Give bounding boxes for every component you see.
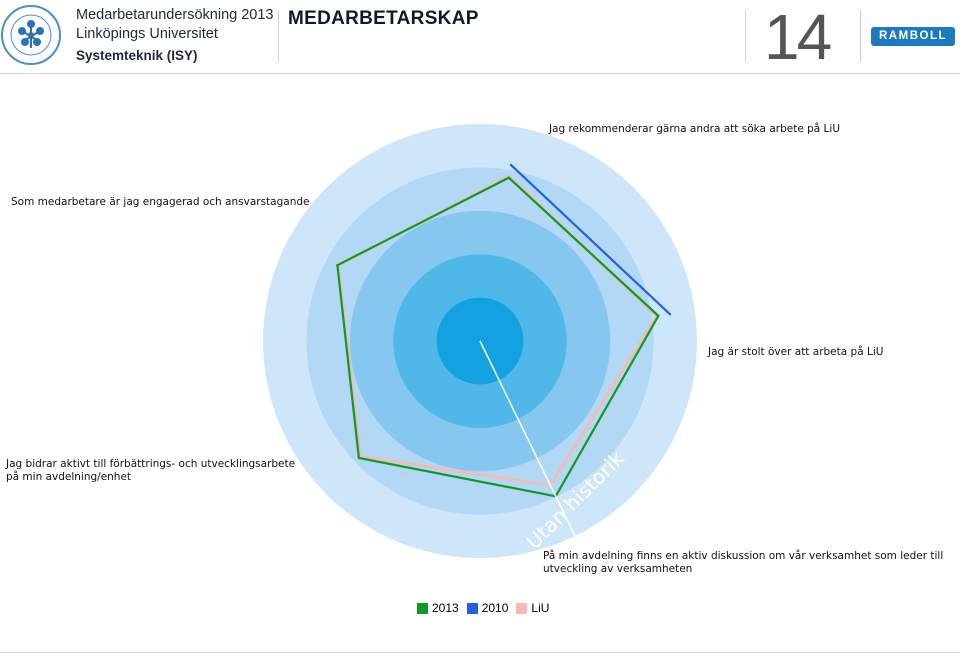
university-name: Linköpings Universitet [76,26,218,42]
axis-label: Som medarbetare är jag engagerad och ans… [11,196,309,208]
footer-rule [0,652,960,653]
data-point-2010 [668,313,672,316]
header-rule [0,73,960,74]
legend-label: LiU [531,601,550,615]
header-divider [745,10,746,62]
ramboll-logo: RAMBOLL [871,27,955,46]
series-line-2010 [510,164,671,316]
axis-labels: Jag rekommenderar gärna andra att söka a… [5,122,943,575]
department-name: Systemteknik (ISY) [76,48,198,63]
header-divider [278,10,279,62]
legend-swatch-2010 [466,602,478,614]
data-point-2013 [657,314,660,318]
axis-label: Jag bidrar aktivt till förbättrings- och… [5,458,295,483]
legend-swatch-2013 [417,602,428,614]
axis-label: På min avdelning finns en aktiv diskussi… [543,549,943,575]
header-divider [860,10,861,62]
reference-line [479,340,577,537]
page-number: 14 [764,1,832,73]
legend-label: 2010 [481,601,509,615]
data-point-2013 [357,456,361,460]
legend-swatch-liu [516,602,528,614]
survey-title: Medarbetarundersökning 2013 [76,7,274,23]
legend-item-liu: LiU [516,601,549,615]
data-point-2010 [509,163,513,167]
axis-label: Jag rekommenderar gärna andra att söka a… [548,122,840,135]
data-point-2013 [507,176,510,179]
legend-label: 2013 [432,601,459,615]
legend-item-2013: 2013 [417,601,459,615]
series-line-2013 [336,176,660,498]
axis-label: Jag är stolt över att arbeta på LiU [707,345,883,358]
page-header: Medarbetarundersökning 2013 Linköpings U… [0,0,960,74]
data-point-2013 [336,264,339,267]
chart-legend: 2013 2010 LiU [417,601,557,615]
page-title: MEDARBETARSKAP [288,8,479,29]
liu-seal-logo [1,5,61,65]
legend-item-2010: 2010 [466,601,509,615]
radar-series [336,163,672,498]
